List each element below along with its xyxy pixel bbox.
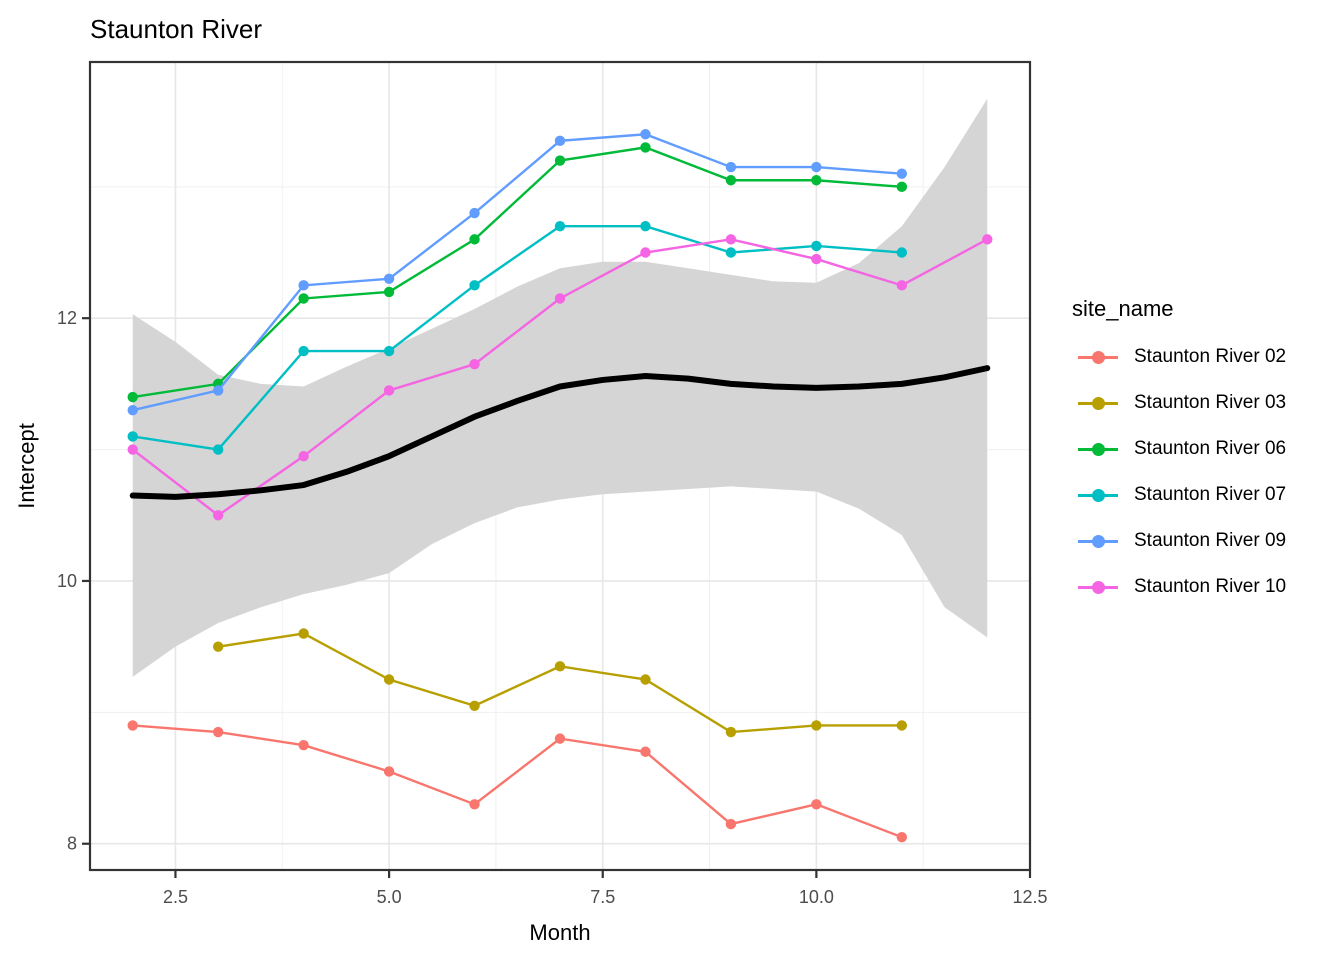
data-point [469,280,480,291]
data-point [298,345,309,357]
y-axis-title: Intercept [14,423,39,509]
panel-border [88,60,1032,872]
legend-item: Staunton River 03 [1072,380,1286,426]
series-line-5 [132,133,902,412]
data-point [127,720,138,731]
data-point [896,720,908,731]
data-point [725,726,737,738]
data-point [554,155,566,166]
data-point [896,181,908,193]
y-tick-label: 12 [57,308,77,328]
data-point [896,247,908,258]
data-point [640,142,651,153]
x-tick-label: 7.5 [590,887,615,907]
data-point [811,799,822,810]
data-point [554,221,566,232]
legend-key-icon [1078,578,1118,596]
data-point [725,247,737,258]
legend-key-icon [1078,440,1118,458]
data-point [383,674,395,685]
legend-item-label: Staunton River 07 [1134,484,1287,505]
data-point [469,700,480,711]
data-point [298,280,309,291]
data-point [212,726,224,738]
y-tick-label: 10 [57,571,77,591]
legend-item: Staunton River 10 [1072,564,1286,610]
legend-item: Staunton River 09 [1072,518,1286,564]
data-point [811,161,822,173]
data-point [383,273,395,284]
data-point [127,391,138,403]
legend-key-icon [1078,486,1118,504]
legend-item-label: Staunton River 06 [1134,438,1287,459]
data-point [811,253,822,265]
legend-item-label: Staunton River 10 [1134,576,1287,597]
data-point [554,135,566,147]
legend-item-label: Staunton River 09 [1134,530,1287,551]
x-tick-label: 5.0 [377,887,402,907]
data-point [811,175,822,186]
data-point [127,431,138,442]
data-point [212,510,224,521]
data-point [896,168,908,179]
data-point [298,293,309,304]
data-point [725,818,737,830]
data-point [383,385,395,396]
data-point [383,286,395,298]
data-point [127,444,138,455]
legend-item: Staunton River 02 [1072,334,1286,380]
x-axis-title: Month [529,920,590,945]
data-point [896,831,908,843]
data-point [640,247,651,258]
legend-items: Staunton River 02 Staunton River 03 Staunt… [1072,334,1286,610]
series-line-3 [132,146,902,399]
data-point [811,720,822,731]
data-point [469,207,480,219]
data-point [640,221,651,232]
data-point [725,175,737,186]
legend-item-label: Staunton River 03 [1134,392,1287,413]
data-point [554,733,566,744]
data-point [982,234,993,245]
data-point [298,628,309,639]
legend-item: Staunton River 06 [1072,426,1286,472]
x-tick-label: 12.5 [1012,887,1047,907]
data-point [469,358,480,370]
series-line-1 [132,724,903,839]
legend-item: Staunton River 07 [1072,472,1286,518]
data-point [640,129,651,140]
legend: site_name Staunton River 02 Staunton Rive… [1072,296,1286,610]
data-point [640,746,651,757]
smooth-trend-line [129,365,991,500]
x-tick-label: 2.5 [163,887,188,907]
data-point [383,345,395,357]
data-point [725,234,737,245]
legend-title: site_name [1072,296,1174,321]
data-point [554,661,566,672]
data-point [298,450,309,462]
x-tick-label: 10.0 [799,887,834,907]
data-point [212,444,224,455]
legend-key-icon [1078,348,1118,366]
data-point [212,641,224,652]
data-point [212,385,224,396]
legend-key-icon [1078,394,1118,412]
data-point [640,674,651,685]
data-point [383,766,395,777]
y-tick-label: 8 [67,834,77,854]
legend-key-icon [1078,532,1118,550]
data-point [725,161,737,173]
data-point [896,280,908,291]
data-point [469,799,480,810]
data-point [554,293,566,304]
data-point [127,404,138,416]
data-point [298,739,309,751]
legend-item-label: Staunton River 02 [1134,346,1287,367]
plot-title: Staunton River [90,14,262,44]
data-point [811,240,822,252]
data-point [469,234,480,245]
